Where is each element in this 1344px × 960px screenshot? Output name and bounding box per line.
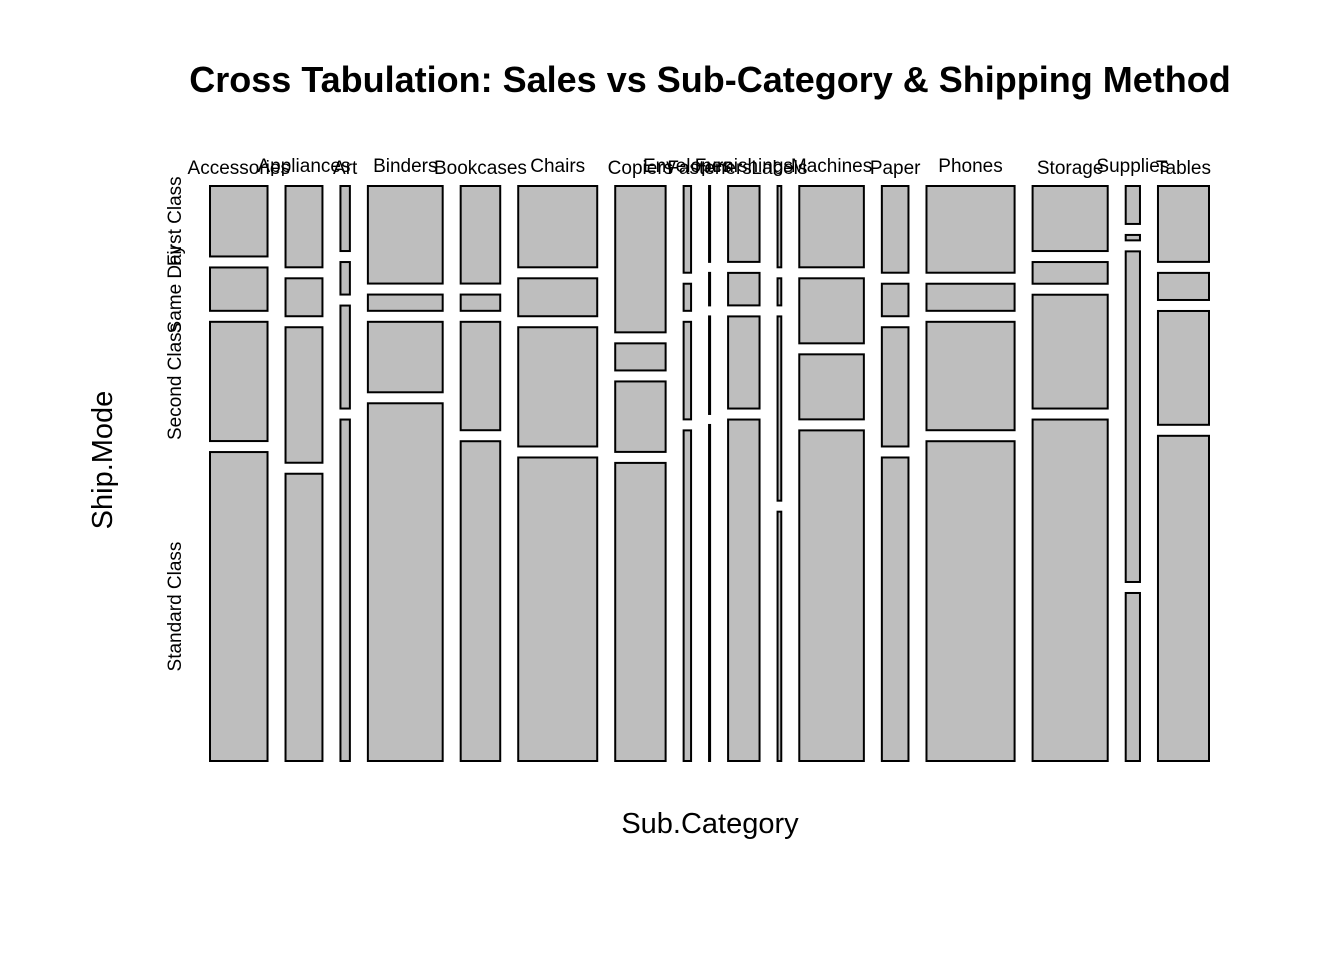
tile-tables-standard-class	[1156, 434, 1210, 762]
tile-envelopes-second-class	[682, 320, 693, 421]
tile-binders-second-class	[366, 320, 444, 394]
tile-bookcases-same-day	[459, 293, 502, 312]
tile-accessories-first-class	[209, 185, 269, 258]
tile-chairs-same-day	[517, 277, 599, 318]
mosaic-tiles	[209, 185, 1210, 762]
tile-fasteners-standard-class	[708, 423, 712, 762]
tile-binders-same-day	[366, 293, 444, 312]
tile-supplies-standard-class	[1124, 591, 1141, 762]
tile-labels-second-class	[776, 315, 783, 502]
tile-tables-same-day	[1156, 271, 1210, 301]
row-label-standard-class: Standard Class	[165, 542, 186, 672]
tile-chairs-second-class	[517, 326, 599, 448]
tile-paper-standard-class	[880, 456, 910, 762]
tile-supplies-second-class	[1124, 250, 1141, 583]
row-label-first-class: First Class	[165, 176, 186, 266]
tile-bookcases-standard-class	[459, 440, 502, 762]
tile-appliances-standard-class	[284, 472, 324, 762]
row-label-same-day: Same Day	[165, 244, 186, 333]
tile-envelopes-standard-class	[682, 429, 693, 762]
tile-storage-second-class	[1031, 293, 1109, 410]
category-label-phones: Phones	[938, 156, 1002, 177]
tile-machines-standard-class	[798, 429, 865, 762]
x-axis-title: Sub.Category	[621, 808, 799, 840]
tile-storage-same-day	[1031, 261, 1109, 285]
tile-phones-same-day	[925, 282, 1016, 312]
tile-binders-first-class	[366, 185, 444, 285]
tile-fasteners-same-day	[708, 271, 712, 307]
tile-copiers-same-day	[614, 342, 667, 372]
tile-envelopes-same-day	[682, 282, 693, 312]
y-axis-title: Ship.Mode	[87, 391, 119, 530]
category-label-fasteners: Fasteners	[667, 158, 751, 179]
tile-envelopes-first-class	[682, 185, 693, 274]
tile-chairs-first-class	[517, 185, 599, 269]
tile-paper-second-class	[880, 326, 910, 448]
tile-furnishings-standard-class	[727, 418, 761, 762]
tile-fasteners-first-class	[708, 185, 712, 263]
tile-accessories-second-class	[209, 320, 269, 443]
tile-phones-second-class	[925, 320, 1016, 432]
category-label-copiers: Copiers	[608, 158, 673, 179]
category-label-paper: Paper	[870, 158, 921, 179]
tile-bookcases-first-class	[459, 185, 502, 285]
tile-supplies-first-class	[1124, 185, 1141, 225]
tile-binders-standard-class	[366, 402, 444, 762]
chart-title: Cross Tabulation: Sales vs Sub-Category …	[189, 59, 1230, 100]
tile-furnishings-second-class	[727, 315, 761, 410]
tile-phones-standard-class	[925, 440, 1016, 762]
tile-appliances-first-class	[284, 185, 324, 269]
tile-paper-same-day	[880, 282, 910, 318]
category-label-art: Art	[333, 158, 358, 179]
tile-furnishings-first-class	[727, 185, 761, 263]
category-label-envelopes: Envelopes	[643, 156, 732, 177]
tile-machines-same-day	[798, 277, 865, 345]
tile-art-second-class	[339, 304, 351, 410]
category-label-binders: Binders	[373, 156, 437, 177]
category-label-furnishings: Furnishings	[695, 156, 793, 177]
tile-accessories-same-day	[209, 266, 269, 312]
tile-labels-same-day	[776, 277, 783, 307]
tile-phones-first-class	[925, 185, 1016, 274]
category-label-machines: Machines	[791, 156, 872, 177]
tile-tables-first-class	[1156, 185, 1210, 263]
tile-machines-second-class	[798, 353, 865, 421]
tile-copiers-second-class	[614, 380, 667, 453]
tile-labels-first-class	[776, 185, 783, 269]
tile-copiers-first-class	[614, 185, 667, 334]
tile-supplies-same-day	[1124, 233, 1141, 242]
tile-copiers-standard-class	[614, 461, 667, 762]
tile-furnishings-same-day	[727, 271, 761, 307]
category-label-tables: Tables	[1156, 158, 1211, 179]
tile-accessories-standard-class	[209, 451, 269, 762]
tile-art-standard-class	[339, 418, 351, 762]
tile-storage-standard-class	[1031, 418, 1109, 762]
row-label-second-class: Second Class	[165, 323, 186, 440]
category-label-supplies: Supplies	[1096, 156, 1169, 177]
category-label-chairs: Chairs	[530, 156, 585, 177]
tile-tables-second-class	[1156, 309, 1210, 426]
category-label-appliances: Appliances	[258, 156, 351, 177]
tile-chairs-standard-class	[517, 456, 599, 762]
tile-bookcases-second-class	[459, 320, 502, 432]
tile-machines-first-class	[798, 185, 865, 269]
tile-art-first-class	[339, 185, 351, 253]
tile-paper-first-class	[880, 185, 910, 274]
tile-storage-first-class	[1031, 185, 1109, 253]
tile-fasteners-second-class	[708, 315, 712, 415]
tile-appliances-second-class	[284, 326, 324, 464]
tile-labels-standard-class	[776, 510, 783, 762]
category-label-accessories: Accessories	[188, 158, 290, 179]
category-label-labels: Labels	[751, 158, 807, 179]
tile-appliances-same-day	[284, 277, 324, 318]
category-label-bookcases: Bookcases	[434, 158, 527, 179]
tile-art-same-day	[339, 261, 351, 296]
category-label-storage: Storage	[1037, 158, 1104, 179]
